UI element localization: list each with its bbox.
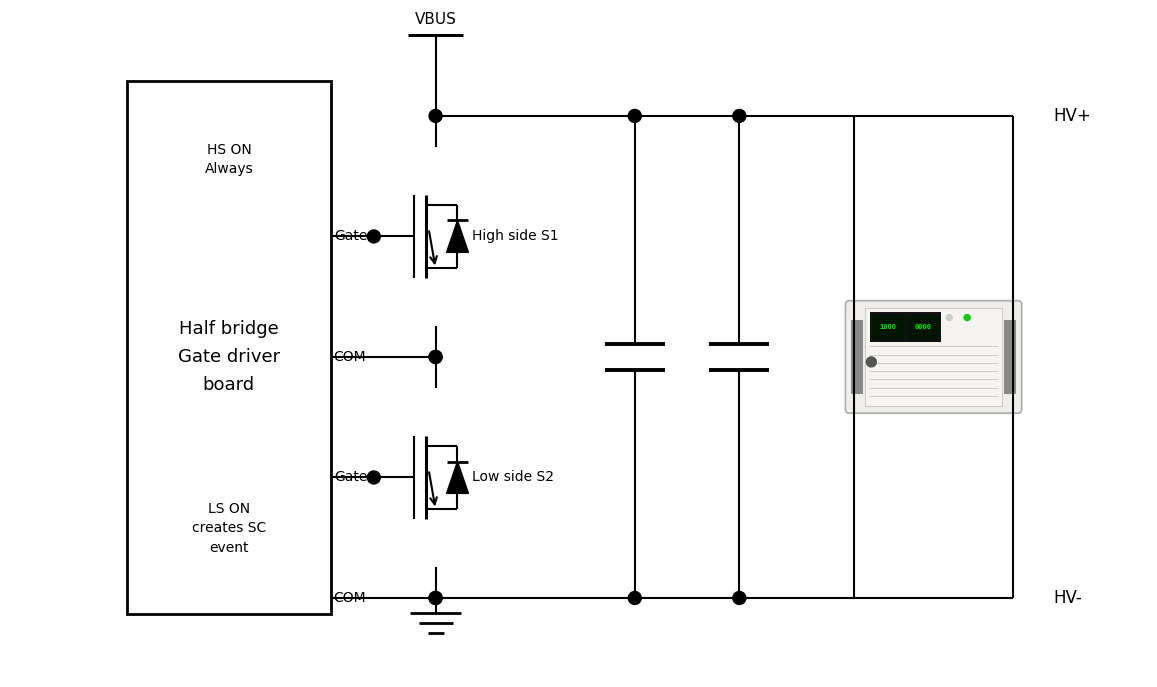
- Circle shape: [429, 350, 442, 363]
- Text: Gate: Gate: [334, 229, 368, 243]
- Bar: [852, 320, 863, 394]
- Text: LS ON
creates SC
event: LS ON creates SC event: [192, 502, 266, 554]
- Text: HV+: HV+: [1053, 107, 1091, 125]
- Circle shape: [429, 592, 442, 605]
- Circle shape: [964, 315, 971, 321]
- Text: HV-: HV-: [1053, 589, 1082, 607]
- Polygon shape: [447, 221, 469, 252]
- Polygon shape: [447, 462, 469, 493]
- Circle shape: [429, 109, 442, 122]
- Text: Gate: Gate: [334, 471, 368, 484]
- Bar: [127, 81, 331, 614]
- Text: COM: COM: [333, 591, 366, 605]
- Circle shape: [368, 471, 381, 484]
- Circle shape: [946, 315, 952, 321]
- Circle shape: [368, 230, 381, 243]
- Text: 0000: 0000: [915, 324, 931, 330]
- Bar: [870, 312, 942, 341]
- Circle shape: [867, 357, 876, 367]
- Text: HS ON
Always: HS ON Always: [205, 143, 253, 177]
- Text: VBUS: VBUS: [414, 12, 457, 27]
- Bar: [1004, 320, 1016, 394]
- Text: High side S1: High side S1: [472, 229, 559, 243]
- Text: COM: COM: [333, 350, 366, 364]
- Bar: [865, 308, 1002, 406]
- Bar: [872, 315, 904, 339]
- FancyBboxPatch shape: [846, 301, 1022, 413]
- Circle shape: [732, 592, 746, 605]
- Circle shape: [628, 592, 641, 605]
- Circle shape: [429, 350, 442, 363]
- Text: 1000: 1000: [879, 324, 897, 330]
- Circle shape: [732, 109, 746, 122]
- Bar: [907, 315, 938, 339]
- Text: Half bridge
Gate driver
board: Half bridge Gate driver board: [178, 320, 280, 394]
- Circle shape: [628, 109, 641, 122]
- Circle shape: [429, 592, 442, 605]
- Text: Low side S2: Low side S2: [472, 471, 554, 484]
